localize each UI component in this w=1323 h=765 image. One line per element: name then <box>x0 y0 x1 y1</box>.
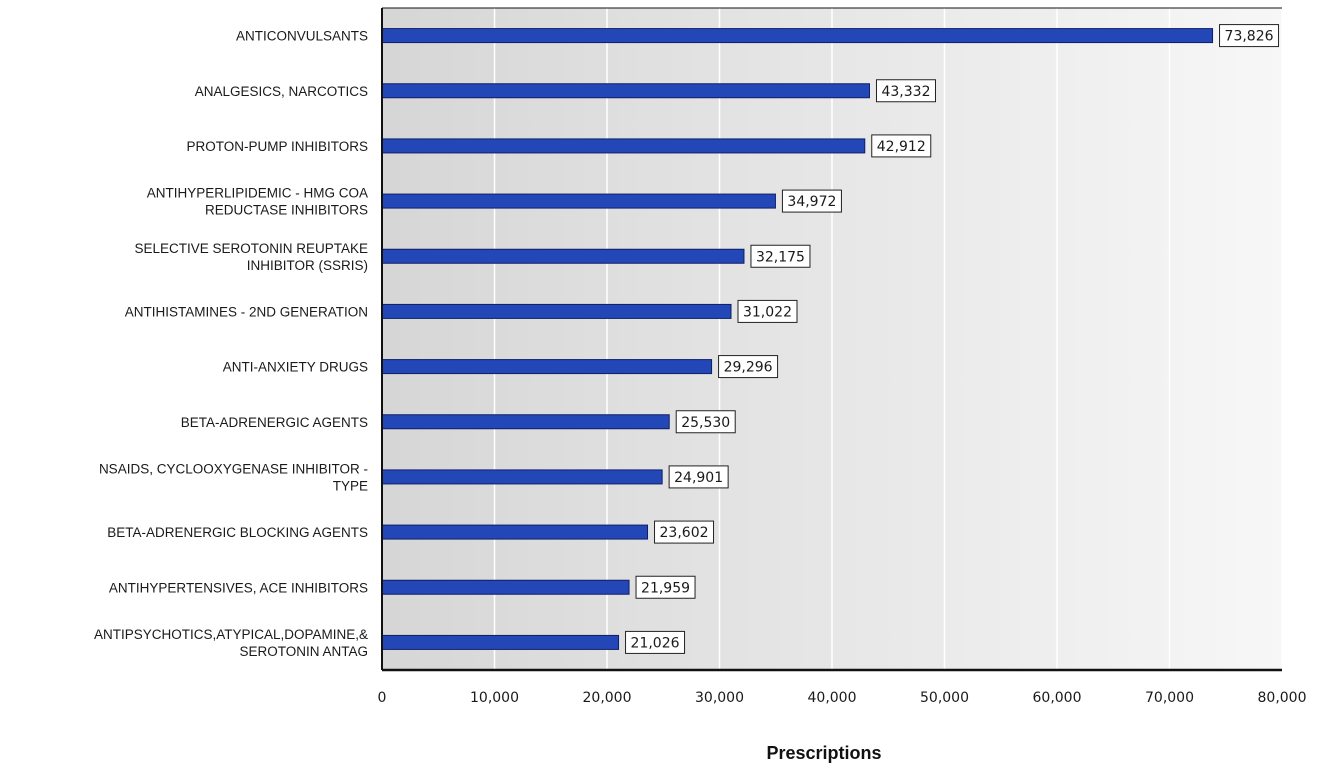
data-label-box <box>871 134 932 158</box>
data-label-text: 23,602 <box>660 525 709 541</box>
category-label: ANALGESICS, NARCOTICS <box>195 84 368 99</box>
category-label: BETA-ADRENERGIC BLOCKING AGENTS <box>107 525 368 540</box>
data-label-box <box>668 465 729 489</box>
data-label-box <box>635 575 696 599</box>
data-labels: 73,826 43,332 42,912 34,972 32,175 31,022 29,2… <box>625 24 1280 654</box>
x-tick-label: 80,000 <box>1258 690 1307 706</box>
data-label: 32,175 <box>750 244 811 268</box>
bar <box>381 248 745 264</box>
data-label-box <box>625 630 686 654</box>
bar <box>381 359 713 375</box>
category-label: ANTIHISTAMINES - 2ND GENERATION <box>125 304 368 319</box>
data-label: 34,972 <box>781 189 842 213</box>
data-label-box <box>737 299 798 323</box>
data-label-box <box>750 244 811 268</box>
data-label-text: 24,901 <box>674 470 723 486</box>
data-label-text: 21,026 <box>631 635 680 651</box>
x-tick-label: 40,000 <box>808 690 857 706</box>
bar <box>381 28 1214 44</box>
data-label-text: 32,175 <box>756 249 805 265</box>
category-label: SELECTIVE SEROTONIN REUPTAKE INHIBITOR (S… <box>134 241 368 273</box>
data-label: 21,959 <box>635 575 696 599</box>
bar <box>381 469 663 485</box>
category-label: BETA-ADRENERGIC AGENTS <box>181 415 368 430</box>
category-label: ANTIPSYCHOTICS,ATYPICAL,DOPAMINE,& SEROTO… <box>94 627 368 659</box>
gridlines <box>493 8 1283 670</box>
data-label-text: 42,912 <box>877 139 926 155</box>
category-label: PROTON-PUMP INHIBITORS <box>186 139 368 154</box>
x-tick-label: 0 <box>378 690 387 706</box>
data-label-box <box>654 520 715 544</box>
data-label: 42,912 <box>871 134 932 158</box>
bar <box>381 138 866 154</box>
data-label-text: 73,826 <box>1225 29 1274 45</box>
data-label-text: 25,530 <box>681 415 730 431</box>
data-label-text: 21,959 <box>641 580 690 596</box>
data-label: 43,332 <box>875 79 936 103</box>
axes <box>381 7 1282 672</box>
data-label: 24,901 <box>668 465 729 489</box>
bar <box>381 579 630 595</box>
data-label-text: 34,972 <box>787 194 836 210</box>
bar <box>381 83 870 99</box>
x-tick-labels: 0 10,000 20,000 30,000 40,000 50,000 60,000 70,… <box>378 690 1307 706</box>
category-label: ANTIHYPERLIPIDEMIC - HMG COA REDUCTASE IN… <box>147 186 368 218</box>
bar <box>381 414 670 430</box>
x-tick-label: 30,000 <box>695 690 744 706</box>
data-label-text: 43,332 <box>881 84 930 100</box>
data-label-box <box>875 79 936 103</box>
data-label-text: 29,296 <box>724 360 773 376</box>
category-label: ANTIHYPERTENSIVES, ACE INHIBITORS <box>109 580 368 595</box>
data-label-box <box>718 355 779 379</box>
x-tick-label: 20,000 <box>583 690 632 706</box>
category-labels: ANTICONVULSANTS ANALGESICS, NARCOTICS PROT… <box>94 29 368 659</box>
x-tick-label: 50,000 <box>920 690 969 706</box>
data-label-box <box>675 410 736 434</box>
data-label: 23,602 <box>654 520 715 544</box>
category-label: ANTI-ANXIETY DRUGS <box>223 360 368 375</box>
data-label-box <box>1219 24 1280 48</box>
x-tick-label: 60,000 <box>1033 690 1082 706</box>
data-label: 25,530 <box>675 410 736 434</box>
bar <box>381 193 776 209</box>
data-label-box <box>781 189 842 213</box>
x-tick-label: 10,000 <box>470 690 519 706</box>
data-label: 73,826 <box>1219 24 1280 48</box>
data-label: 29,296 <box>718 355 779 379</box>
bar <box>381 524 649 540</box>
data-label: 21,026 <box>625 630 686 654</box>
category-label: NSAIDS, CYCLOOXYGENASE INHIBITOR -TYPE <box>99 461 368 493</box>
data-label: 31,022 <box>737 299 798 323</box>
bars <box>381 28 1214 650</box>
x-axis-title: Prescriptions <box>766 743 881 763</box>
data-label-text: 31,022 <box>743 304 792 320</box>
bar <box>381 303 732 319</box>
category-label: ANTICONVULSANTS <box>236 29 368 44</box>
bar <box>381 634 620 650</box>
x-tick-label: 70,000 <box>1145 690 1194 706</box>
